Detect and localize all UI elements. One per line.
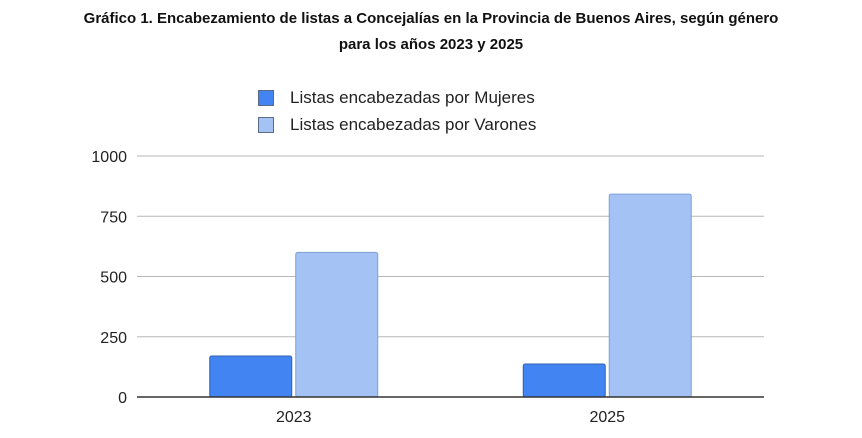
y-tick-label: 750 xyxy=(100,209,127,226)
y-tick-label: 250 xyxy=(100,330,127,347)
bar-varones-2025 xyxy=(608,193,692,398)
bar-mujeres-2023 xyxy=(209,355,293,398)
chart-legend: Listas encabezadas por Mujeres Listas en… xyxy=(258,84,536,138)
legend-swatch-varones xyxy=(258,116,274,133)
legend-label-varones: Listas encabezadas por Varones xyxy=(290,114,537,134)
legend-item-mujeres: Listas encabezadas por Mujeres xyxy=(258,84,536,111)
bar-mujeres-2025 xyxy=(522,363,606,398)
legend-item-varones: Listas encabezadas por Varones xyxy=(258,111,536,138)
y-tick-label: 0 xyxy=(118,390,127,407)
y-tick-label: 500 xyxy=(100,270,127,287)
chart-title-line-1: Gráfico 1. Encabezamiento de listas a Co… xyxy=(83,10,779,27)
x-tick-label: 2025 xyxy=(589,409,625,426)
legend-label-mujeres: Listas encabezadas por Mujeres xyxy=(290,87,535,107)
bar-varones-2023 xyxy=(295,251,379,398)
chart-title: Gráfico 1. Encabezamiento de listas a Co… xyxy=(0,6,862,58)
y-tick-label: 1000 xyxy=(91,149,127,166)
x-tick-label: 2023 xyxy=(276,409,312,426)
legend-swatch-mujeres xyxy=(258,89,274,106)
chart-title-line-2: para los años 2023 y 2025 xyxy=(338,36,524,53)
